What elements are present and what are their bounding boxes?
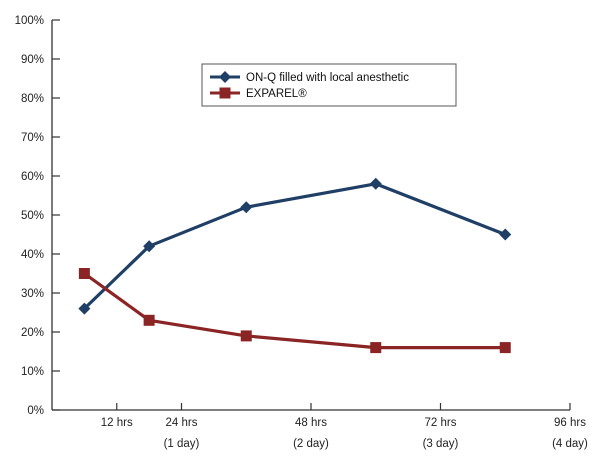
x-tick-sublabel: (2 day) [293,438,329,450]
x-tick-label: 24 hrs [166,417,198,429]
data-point [499,228,512,241]
data-point [143,240,156,253]
x-axis: 12 hrs 24 hrs (1 day) 48 hrs (2 day) 72 hrs (3… [52,403,588,450]
x-tick-sublabel: (4 day) [552,438,588,450]
data-point [499,342,511,354]
y-tick-label: 20% [21,327,44,339]
y-axis: 0% 10% 20% 30% 40% 50% 60% 70% 80% 90% 100% [15,15,60,417]
legend-label: ON-Q filled with local anesthetic [246,72,409,84]
y-tick-label: 80% [21,93,44,105]
y-tick-label: 50% [21,210,44,222]
data-point [240,330,252,342]
y-ticks: 0% 10% 20% 30% 40% 50% 60% 70% 80% 90% 100% [15,15,60,417]
x-tick-label: 96 hrs [554,417,586,429]
x-tick-sublabel: (3 day) [423,438,459,450]
x-tick-sublabel: (1 day) [164,438,200,450]
y-tick-label: 70% [21,132,44,144]
data-point [78,302,91,315]
x-tick-label: 48 hrs [295,417,327,429]
data-point [240,201,253,214]
y-tick-label: 100% [15,15,44,27]
data-point [78,268,90,279]
series-1 [78,177,512,315]
series-layer [78,177,512,354]
y-tick-label: 10% [21,366,44,378]
data-point [143,314,155,326]
legend-box [201,63,457,107]
x-tick-label: 12 hrs [101,417,133,429]
y-tick-label: 0% [27,405,44,417]
series-2 [78,268,511,354]
series-line [83,272,506,350]
y-tick-label: 30% [21,288,44,300]
y-tick-label: 40% [21,249,44,261]
x-tick-label: 72 hrs [425,417,457,429]
legend-label: EXPAREL® [246,88,307,100]
data-point [369,177,382,190]
y-tick-label: 60% [21,171,44,183]
legend-marker [219,71,231,83]
legend-marker [219,87,231,99]
legend: ON-Q filled with local anesthetic EXPAREL… [201,63,457,107]
y-tick-label: 90% [21,54,44,66]
x-ticks: 12 hrs 24 hrs (1 day) 48 hrs (2 day) 72 hrs (3… [101,403,588,450]
data-point [370,342,382,354]
